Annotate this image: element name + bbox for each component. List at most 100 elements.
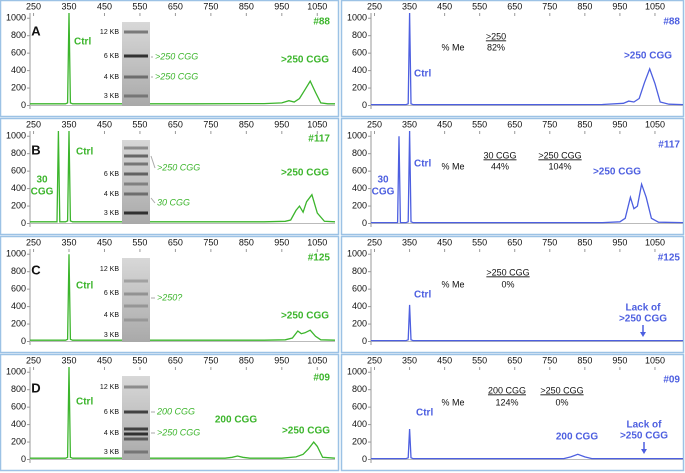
x-tick-label: 250 bbox=[26, 237, 41, 247]
x-tick-label: 1050 bbox=[645, 237, 665, 247]
arrow-head bbox=[640, 332, 646, 337]
x-tick-label: 950 bbox=[612, 1, 627, 11]
x-tick-label: 950 bbox=[274, 355, 289, 365]
y-tick-label: 200 bbox=[11, 82, 26, 92]
y-tick-label: 200 bbox=[352, 318, 367, 328]
y-tick-label: 400 bbox=[352, 183, 367, 193]
gel-marker: 4 KB bbox=[104, 74, 120, 81]
peak-label: Ctrl bbox=[414, 69, 431, 80]
gel-band bbox=[124, 54, 148, 58]
panel-frame bbox=[0, 353, 340, 472]
gel-band bbox=[124, 437, 148, 441]
methylation-value: 104% bbox=[548, 161, 571, 171]
y-tick-label: 400 bbox=[11, 301, 26, 311]
x-tick-label: 950 bbox=[274, 119, 289, 129]
methylation-column: >250 CGG bbox=[540, 385, 583, 395]
gel-band bbox=[124, 30, 148, 34]
gel-image bbox=[122, 258, 150, 342]
methylation-heading: % Me bbox=[441, 42, 464, 52]
x-tick-label: 950 bbox=[612, 355, 627, 365]
y-tick-label: 0 bbox=[21, 218, 26, 228]
x-tick-label: 550 bbox=[132, 1, 147, 11]
peak-label: 30 bbox=[36, 175, 48, 186]
gel-marker: 3 KB bbox=[104, 449, 120, 456]
x-tick-label: 750 bbox=[203, 355, 218, 365]
trace bbox=[30, 366, 336, 459]
methylation-column: >250 bbox=[486, 31, 506, 41]
panel-letter: A bbox=[31, 23, 41, 38]
y-tick-label: 400 bbox=[352, 419, 367, 429]
x-tick-label: 750 bbox=[542, 119, 557, 129]
x-tick-label: 450 bbox=[437, 1, 452, 11]
y-tick-label: 0 bbox=[362, 454, 367, 464]
x-tick-label: 450 bbox=[97, 355, 112, 365]
gel-marker: 12 KB bbox=[100, 266, 119, 273]
x-tick-label: 550 bbox=[132, 237, 147, 247]
y-tick-label: 0 bbox=[362, 336, 367, 346]
trace bbox=[30, 254, 336, 341]
methylation-heading: % Me bbox=[441, 279, 464, 289]
x-tick-label: 1050 bbox=[645, 355, 665, 365]
x-tick-label: 950 bbox=[612, 237, 627, 247]
x-tick-label: 850 bbox=[239, 1, 254, 11]
gel-image bbox=[122, 140, 150, 224]
y-tick-label: 0 bbox=[362, 218, 367, 228]
x-tick-label: 350 bbox=[402, 237, 417, 247]
peak-label: Lack of bbox=[626, 420, 662, 431]
y-tick-label: 200 bbox=[352, 82, 367, 92]
y-tick-label: 400 bbox=[11, 183, 26, 193]
x-tick-label: 850 bbox=[577, 237, 592, 247]
x-tick-label: 850 bbox=[239, 237, 254, 247]
sample-id: #125 bbox=[308, 253, 331, 264]
peak-label: 200 CGG bbox=[556, 432, 598, 443]
y-tick-label: 1000 bbox=[347, 131, 367, 141]
x-tick-label: 850 bbox=[577, 355, 592, 365]
gel-band bbox=[124, 75, 148, 79]
x-tick-label: 650 bbox=[168, 355, 183, 365]
y-tick-label: 1000 bbox=[6, 367, 26, 377]
y-tick-label: 600 bbox=[352, 402, 367, 412]
x-tick-label: 550 bbox=[132, 355, 147, 365]
gel-band bbox=[124, 182, 148, 186]
x-tick-label: 750 bbox=[542, 237, 557, 247]
y-tick-label: 600 bbox=[11, 166, 26, 176]
y-tick-label: 0 bbox=[21, 454, 26, 464]
peak-label: Ctrl bbox=[414, 290, 431, 301]
x-tick-label: 450 bbox=[97, 1, 112, 11]
gel-note: >250 CGG bbox=[155, 51, 198, 61]
sample-id: #88 bbox=[663, 17, 680, 28]
x-tick-label: 850 bbox=[239, 355, 254, 365]
peak-label: >250 CGG bbox=[593, 167, 641, 178]
x-tick-label: 650 bbox=[507, 119, 522, 129]
gel-band bbox=[124, 318, 148, 322]
gel-band bbox=[124, 279, 148, 283]
y-tick-label: 600 bbox=[352, 48, 367, 58]
panel-frame bbox=[340, 353, 685, 472]
peak-label: CGG bbox=[31, 187, 54, 198]
trace bbox=[30, 130, 336, 223]
gel-image bbox=[122, 376, 150, 460]
x-tick-label: 550 bbox=[472, 119, 487, 129]
gel-band bbox=[124, 304, 148, 308]
gel-band bbox=[124, 211, 148, 215]
y-tick-label: 1000 bbox=[347, 249, 367, 259]
panel-frame bbox=[0, 0, 340, 118]
peak-label: >250 CGG bbox=[281, 55, 329, 66]
panel-frame bbox=[0, 117, 340, 236]
y-tick-label: 800 bbox=[352, 148, 367, 158]
peak-label: Ctrl bbox=[76, 397, 93, 408]
gel-band bbox=[124, 94, 148, 98]
y-tick-label: 1000 bbox=[347, 13, 367, 23]
x-tick-label: 650 bbox=[168, 119, 183, 129]
y-tick-label: 200 bbox=[11, 318, 26, 328]
y-tick-label: 0 bbox=[21, 100, 26, 110]
x-tick-label: 250 bbox=[26, 355, 41, 365]
trace bbox=[371, 12, 684, 106]
y-tick-label: 800 bbox=[11, 148, 26, 158]
panel-frame bbox=[340, 235, 685, 354]
gel-marker: 6 KB bbox=[104, 171, 120, 178]
gel-band bbox=[124, 432, 148, 436]
y-tick-label: 1000 bbox=[6, 13, 26, 23]
y-tick-label: 800 bbox=[11, 266, 26, 276]
